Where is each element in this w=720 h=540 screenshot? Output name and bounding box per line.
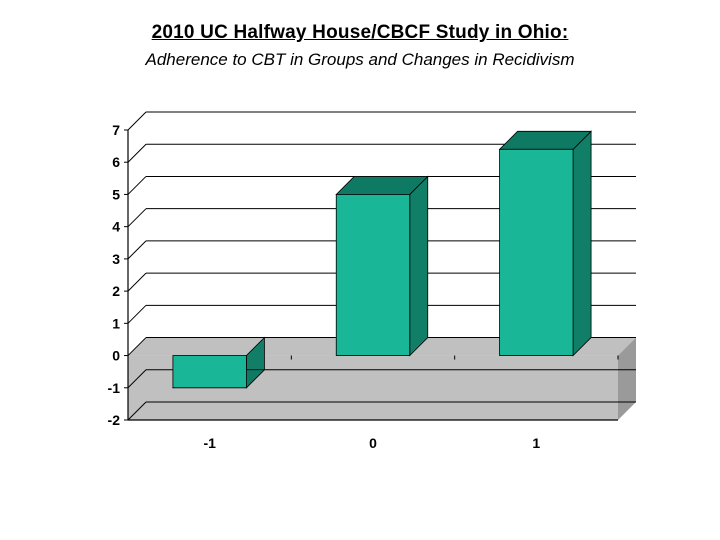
y-tick-label: 4 xyxy=(112,219,120,235)
bar-chart-3d: -2 -1 0 1 2 3 4 5 6 7 -1 0 1 xyxy=(80,120,640,480)
title-text: 2010 UC Halfway House/CBCF Study in Ohio… xyxy=(152,22,569,43)
slide: 2010 UC Halfway House/CBCF Study in Ohio… xyxy=(0,0,720,540)
bar xyxy=(500,131,592,355)
y-tick-label: 1 xyxy=(112,315,120,331)
y-tick-label: 7 xyxy=(112,122,120,138)
x-tick-label: 1 xyxy=(532,435,540,451)
y-tick-label: -1 xyxy=(108,380,121,396)
bar xyxy=(336,176,428,355)
y-tick-label: 3 xyxy=(112,251,120,267)
x-tick-label: -1 xyxy=(203,435,216,451)
x-tick-label: 0 xyxy=(369,435,377,451)
chart-subtitle: Adherence to CBT in Groups and Changes i… xyxy=(0,50,720,70)
y-tick-label: 0 xyxy=(112,348,120,364)
y-tick-label: 2 xyxy=(112,283,120,299)
y-tick-label: 6 xyxy=(112,154,120,170)
y-tick-label: 5 xyxy=(112,186,120,202)
y-tick-label: -2 xyxy=(108,412,121,428)
chart-title: 2010 UC Halfway House/CBCF Study in Ohio… xyxy=(0,22,720,44)
